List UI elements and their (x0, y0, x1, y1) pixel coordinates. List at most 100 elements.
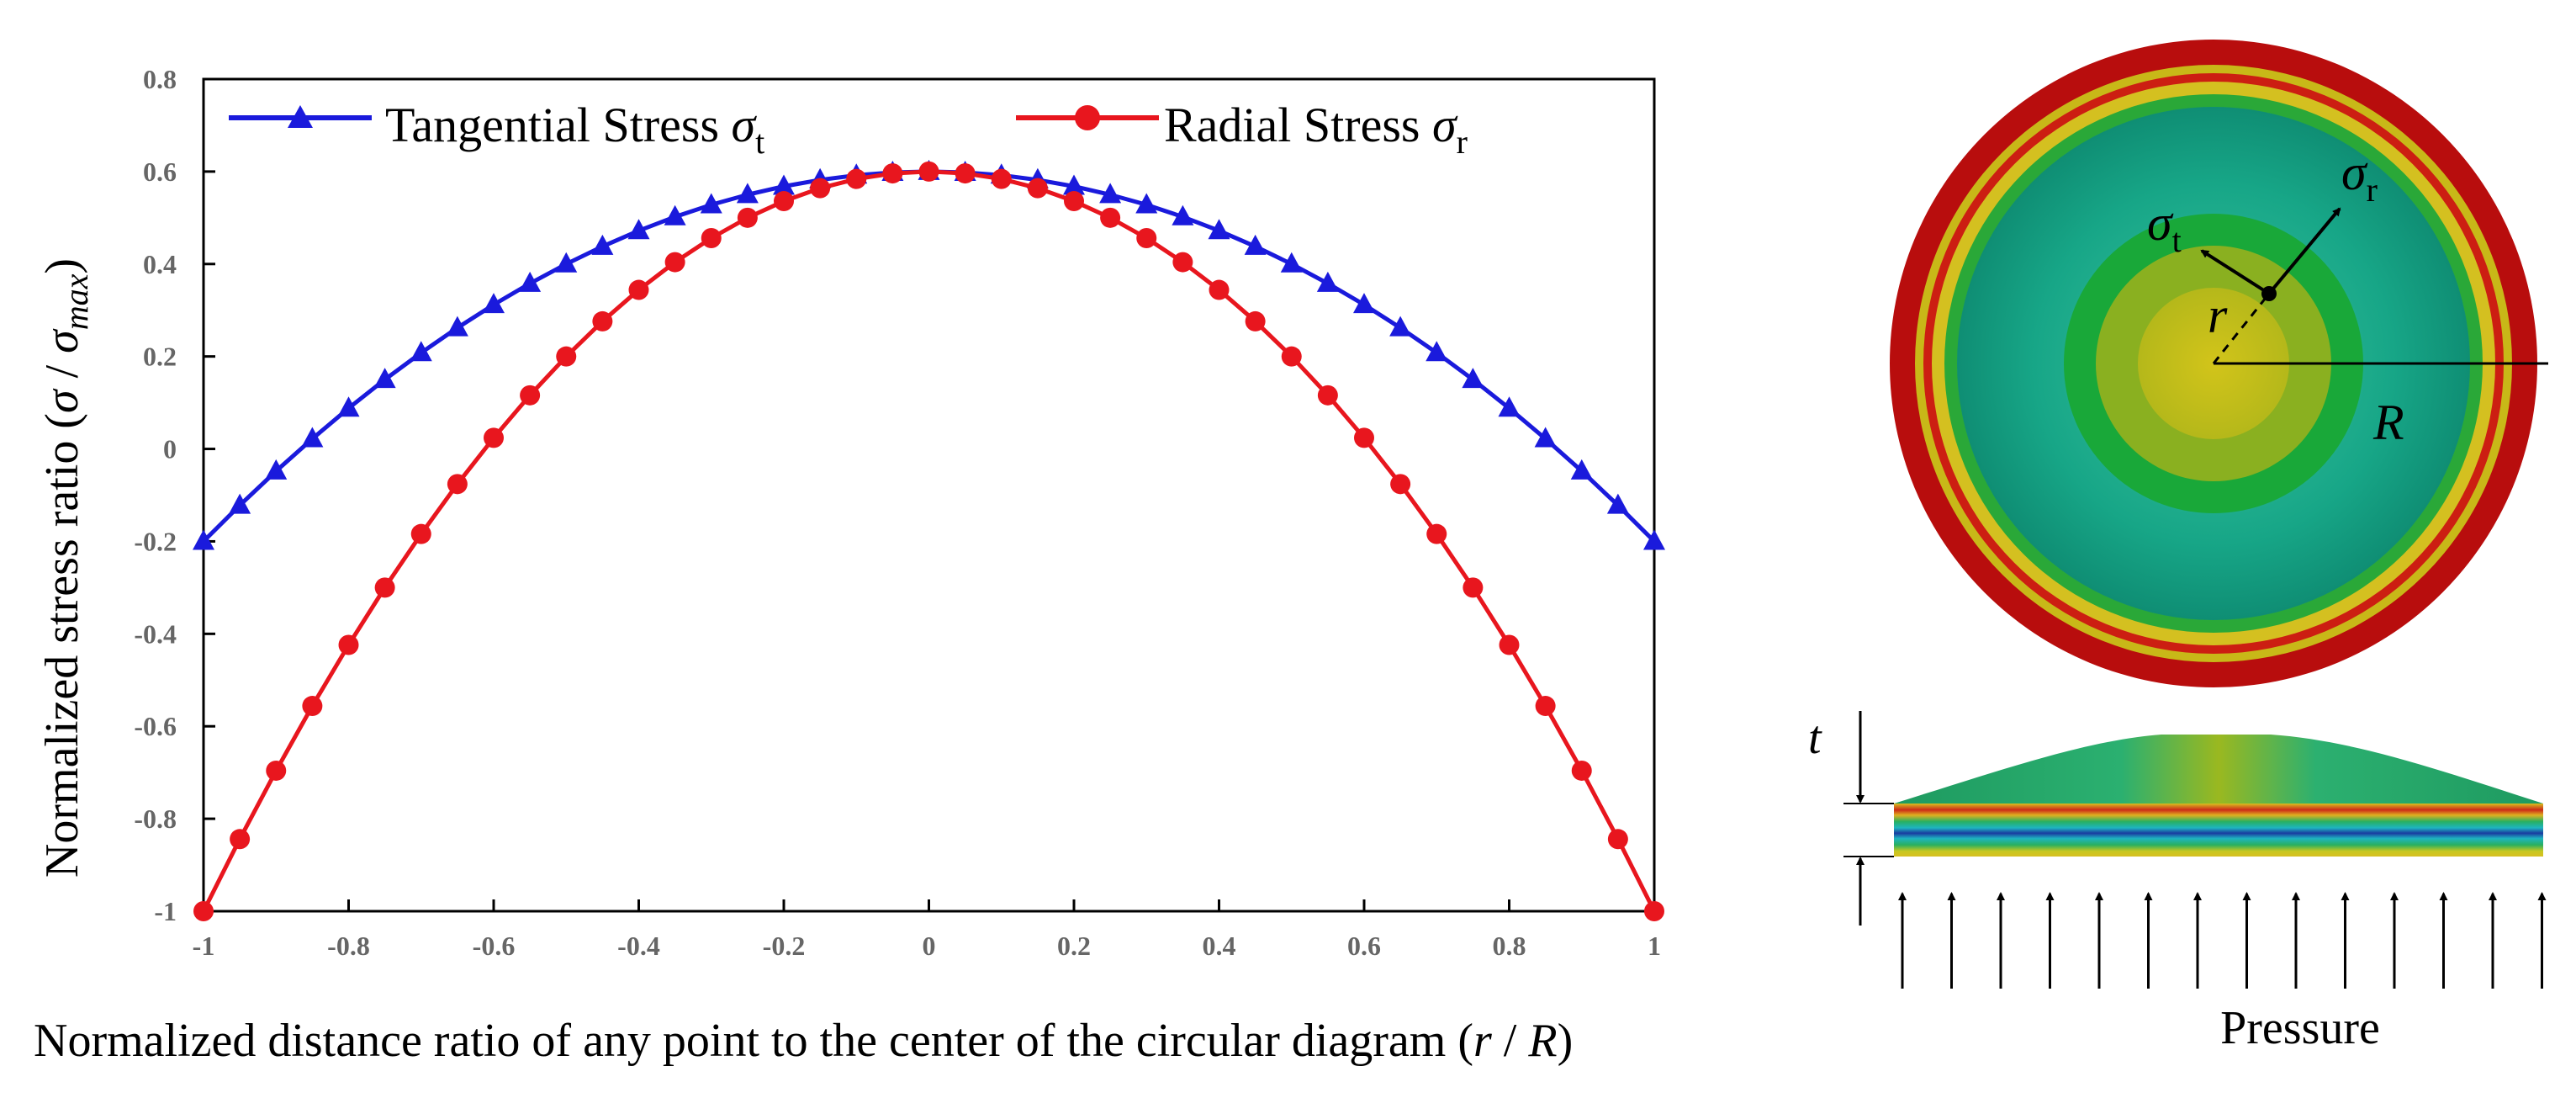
arrow-sigma-r (2267, 207, 2341, 295)
data-point-tangential (627, 219, 650, 240)
data-point-tangential (773, 174, 795, 195)
data-point-tangential (1606, 493, 1629, 514)
legend-label-radial: Radial Stress σr (1164, 98, 1468, 161)
data-point-radial (918, 161, 939, 182)
data-point-tangential (1244, 234, 1267, 255)
data-point-radial (1245, 310, 1266, 332)
y-tick-label: -1 (154, 896, 177, 926)
data-point-tangential (519, 271, 542, 292)
data-point-radial (664, 252, 685, 273)
pressure-arrows (1898, 892, 2547, 989)
label-sigma-t: σt (2147, 195, 2182, 259)
data-point-radial (1317, 385, 1338, 406)
data-point-radial (1607, 829, 1628, 850)
data-point-radial (882, 163, 903, 184)
plate-dome (1894, 735, 2543, 804)
data-point-tangential (1172, 204, 1194, 225)
data-point-radial (1463, 577, 1484, 598)
x-tick-label: 0 (923, 931, 936, 961)
plate-side-view: t Pressure (1808, 711, 2547, 1054)
stress-chart: -1 -0.8 -0.6 -0.4 -0.2 0 0.2 0.4 0.6 0.8 1 0.80.60… (34, 64, 1665, 1067)
data-point-radial (1027, 178, 1048, 199)
x-tick-label: 0.6 (1347, 931, 1381, 961)
data-point-radial (338, 634, 359, 655)
x-tick-label: 0.8 (1493, 931, 1526, 961)
data-point-radial (447, 474, 468, 495)
data-point-radial (955, 163, 976, 184)
y-tick-label: 0.2 (143, 342, 177, 372)
plot-frame (202, 77, 1656, 913)
x-tick-label: 0.2 (1057, 931, 1091, 961)
label-sigma-r: σr (2341, 145, 2378, 209)
data-point-radial (774, 191, 794, 212)
data-point-radial (1571, 760, 1592, 781)
data-point-radial (1499, 634, 1520, 655)
y-tick-label: 0.6 (143, 156, 177, 187)
data-point-tangential (229, 493, 251, 514)
y-tick-label: -0.4 (134, 618, 177, 649)
data-point-radial (230, 829, 251, 850)
data-point-radial (1209, 279, 1230, 300)
x-tick-labels: -1 -0.8 -0.6 -0.4 -0.2 0 0.2 0.4 0.6 0.8 1 (193, 931, 1661, 961)
data-point-tangential (1389, 316, 1412, 337)
data-point-radial (193, 901, 214, 921)
y-tick-labels: 0.8 0.6 0.4 0.2 0 -0.2 -0.4 -0.6 -0.8 -1 (134, 64, 177, 926)
plate-body (1894, 804, 2543, 857)
data-point-tangential (700, 193, 722, 214)
data-point-tangential (1135, 193, 1158, 214)
data-point-radial (628, 279, 649, 300)
data-point-tangential (1208, 219, 1230, 240)
x-tick-label: -1 (193, 931, 215, 961)
data-point-tangential (1353, 293, 1375, 314)
x-tick-label: -0.8 (327, 931, 370, 961)
series-circle (193, 161, 1664, 921)
arrow-sigma-t (2200, 249, 2271, 295)
label-R: R (2372, 395, 2404, 450)
data-point-radial (1535, 696, 1556, 717)
series-triangle (193, 159, 1665, 550)
data-point-radial (1426, 523, 1447, 544)
data-point-tangential (591, 234, 614, 255)
data-point-tangential (736, 183, 759, 204)
y-tick-label: 0 (163, 434, 177, 464)
data-point-radial (556, 346, 577, 367)
data-point-tangential (1280, 252, 1303, 273)
data-point-radial (1644, 901, 1664, 921)
data-point-tangential (555, 252, 578, 273)
x-tick-label: -0.4 (617, 931, 660, 961)
y-axis-label: Normalized stress ratio (σ / σmax) (36, 258, 95, 878)
data-point-radial (737, 207, 758, 228)
data-point-tangential (1462, 368, 1484, 389)
x-tick-label: 0.4 (1203, 931, 1236, 961)
x-tick-label: -0.6 (473, 931, 516, 961)
y-tick-label: 0.8 (143, 64, 177, 94)
data-point-tangential (1534, 427, 1557, 448)
data-point-radial (520, 385, 541, 406)
pressure-label: Pressure (2220, 1002, 2380, 1054)
y-tick-label: -0.2 (134, 526, 177, 556)
data-point-radial (592, 310, 613, 332)
data-point-tangential (373, 368, 396, 389)
legend-label-tangential: Tangential Stress σt (385, 98, 764, 161)
data-point-tangential (410, 341, 432, 362)
data-point-radial (1136, 228, 1157, 249)
y-tick-label: -0.6 (134, 711, 177, 741)
data-point-radial (1354, 427, 1374, 448)
y-tick-label: -0.8 (134, 804, 177, 834)
label-t: t (1808, 712, 1822, 764)
legend-marker-tangential (288, 105, 313, 128)
legend-marker-radial (1075, 105, 1100, 130)
data-point-radial (846, 168, 867, 189)
data-point-radial (1281, 346, 1302, 367)
data-point-radial (266, 760, 287, 781)
data-point-radial (991, 168, 1012, 189)
data-point-tangential (265, 459, 288, 480)
data-point-tangential (483, 293, 505, 314)
disc-top-view: σr σt r R (1890, 40, 2548, 687)
data-point-radial (1100, 207, 1121, 228)
label-r: r (2208, 288, 2228, 343)
data-point-tangential (664, 204, 686, 225)
data-point-radial (810, 178, 831, 199)
data-point-tangential (1099, 183, 1122, 204)
